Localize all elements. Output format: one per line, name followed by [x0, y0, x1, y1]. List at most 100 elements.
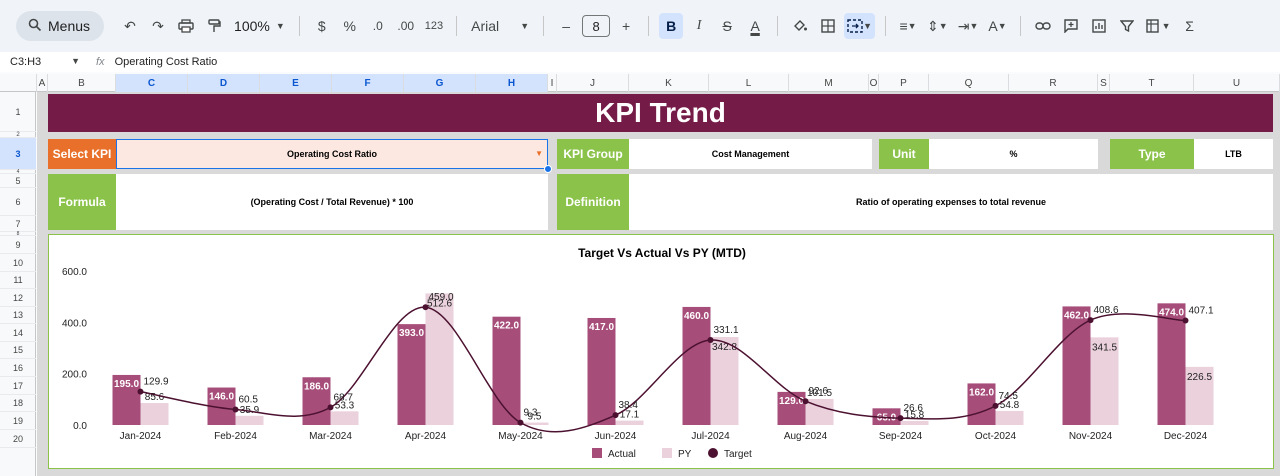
column-header[interactable]: K	[629, 74, 709, 92]
select-kpi-dropdown[interactable]: Operating Cost Ratio ▼	[116, 139, 548, 169]
print-icon[interactable]	[174, 13, 198, 39]
legend-swatch	[662, 448, 672, 458]
filter-views-icon[interactable]: ▼	[1143, 13, 1174, 39]
increase-font-size-button[interactable]: +	[622, 18, 631, 34]
paint-format-icon[interactable]	[202, 13, 226, 39]
row-header[interactable]: 2	[0, 132, 36, 138]
redo-icon[interactable]: ↷	[152, 17, 164, 34]
select-all-corner[interactable]	[0, 74, 37, 92]
increase-decimal-button[interactable]: .00	[397, 19, 415, 33]
filter-icon[interactable]	[1115, 13, 1139, 39]
undo-icon[interactable]: ↶	[124, 17, 136, 34]
horizontal-align-icon[interactable]: ≡ ▼	[899, 18, 917, 34]
row-header[interactable]: 7	[0, 216, 36, 232]
py-bar	[140, 403, 169, 425]
column-header[interactable]: I	[548, 74, 557, 92]
column-header[interactable]: O	[869, 74, 879, 92]
insert-link-icon[interactable]	[1031, 13, 1055, 39]
font-select[interactable]: Arial ▼	[467, 18, 533, 34]
zoom-select[interactable]: 100% ▼	[230, 18, 289, 34]
row-header[interactable]: 18	[0, 395, 36, 412]
divider	[456, 16, 458, 36]
column-header[interactable]: T	[1110, 74, 1194, 92]
borders-icon[interactable]	[816, 13, 840, 39]
column-header[interactable]: D	[188, 74, 260, 92]
row-header[interactable]: 3	[0, 138, 36, 170]
column-header[interactable]: Q	[929, 74, 1009, 92]
bold-button[interactable]: B	[659, 13, 684, 39]
row-header[interactable]: 12	[0, 289, 36, 307]
target-data-label: 407.1	[1189, 306, 1214, 317]
row-header[interactable]: 9	[0, 236, 36, 254]
row-header[interactable]: 13	[0, 307, 36, 324]
target-point	[1182, 317, 1189, 324]
text-rotation-icon[interactable]: A ▼	[988, 18, 1007, 34]
column-header[interactable]: U	[1194, 74, 1280, 92]
row-header[interactable]: 19	[0, 412, 36, 430]
row-header[interactable]: 14	[0, 324, 36, 342]
row-header[interactable]: 16	[0, 359, 36, 377]
column-header[interactable]: M	[789, 74, 869, 92]
py-bar	[330, 411, 359, 425]
x-tick-label: Aug-2024	[784, 431, 828, 442]
column-header[interactable]: H	[476, 74, 548, 92]
formula-label: Formula	[48, 174, 116, 230]
column-header[interactable]: E	[260, 74, 332, 92]
search-icon	[28, 18, 42, 35]
actual-data-label: 195.0	[114, 379, 139, 390]
menus-search-button[interactable]: Menus	[16, 11, 105, 41]
decrease-decimal-button[interactable]: .0	[372, 19, 383, 33]
text-color-button[interactable]: A	[750, 18, 760, 34]
column-header[interactable]: A	[37, 74, 48, 92]
zoom-value: 100%	[234, 18, 270, 34]
py-data-label: 17.1	[620, 410, 640, 421]
column-header[interactable]: L	[709, 74, 789, 92]
merge-cells-icon[interactable]: ▼	[844, 13, 876, 39]
vertical-align-icon[interactable]: ⇕ ▼	[927, 17, 948, 34]
row-header[interactable]: 10	[0, 254, 36, 272]
more-formats-button[interactable]: 123	[424, 20, 444, 32]
font-size-input[interactable]: 8	[582, 15, 611, 37]
row-header[interactable]: 6	[0, 188, 36, 216]
column-header[interactable]: J	[557, 74, 629, 92]
column-header[interactable]: P	[879, 74, 929, 92]
actual-data-label: 146.0	[209, 392, 234, 403]
strikethrough-button[interactable]: S	[722, 18, 732, 34]
insert-chart-icon[interactable]	[1087, 13, 1111, 39]
row-header[interactable]: 1	[0, 92, 36, 132]
py-bar	[235, 415, 264, 425]
dashboard-title: KPI Trend	[48, 94, 1273, 132]
row-header[interactable]: 4	[0, 169, 36, 175]
fill-color-icon[interactable]	[788, 13, 812, 39]
column-header[interactable]: R	[1009, 74, 1098, 92]
unit-value: %	[929, 139, 1098, 169]
actual-data-label: 129.0	[779, 396, 804, 407]
name-box[interactable]: C3:H3 ▼	[0, 56, 88, 68]
unit-label: Unit	[879, 139, 929, 169]
selection-handle[interactable]	[544, 165, 552, 173]
currency-format-button[interactable]: $	[317, 18, 326, 34]
column-header[interactable]: G	[404, 74, 476, 92]
decrease-font-size-button[interactable]: –	[562, 18, 571, 34]
row-header[interactable]: 17	[0, 377, 36, 395]
row-header[interactable]: 8	[0, 231, 36, 237]
functions-button[interactable]: Σ	[1185, 18, 1194, 34]
column-header[interactable]: S	[1098, 74, 1110, 92]
font-name: Arial	[471, 18, 500, 34]
row-header[interactable]: 20	[0, 430, 36, 448]
percent-format-button[interactable]: %	[343, 18, 356, 34]
column-header[interactable]: F	[332, 74, 404, 92]
text-wrap-icon[interactable]: ⇥ ▼	[957, 17, 979, 34]
target-data-label: 92.6	[809, 386, 829, 397]
divider	[298, 16, 300, 36]
x-tick-label: Feb-2024	[214, 431, 257, 442]
row-header[interactable]: 5	[0, 174, 36, 188]
column-header[interactable]: B	[48, 74, 116, 92]
row-header[interactable]: 15	[0, 342, 36, 359]
chart-container[interactable]: Target Vs Actual Vs PY (MTD) 600.0 400.0 20…	[48, 234, 1274, 469]
row-header[interactable]: 11	[0, 272, 36, 289]
insert-comment-icon[interactable]	[1059, 13, 1083, 39]
italic-button[interactable]: I	[696, 18, 702, 33]
column-header[interactable]: C	[116, 74, 188, 92]
formula-input[interactable]: Operating Cost Ratio	[114, 56, 218, 68]
